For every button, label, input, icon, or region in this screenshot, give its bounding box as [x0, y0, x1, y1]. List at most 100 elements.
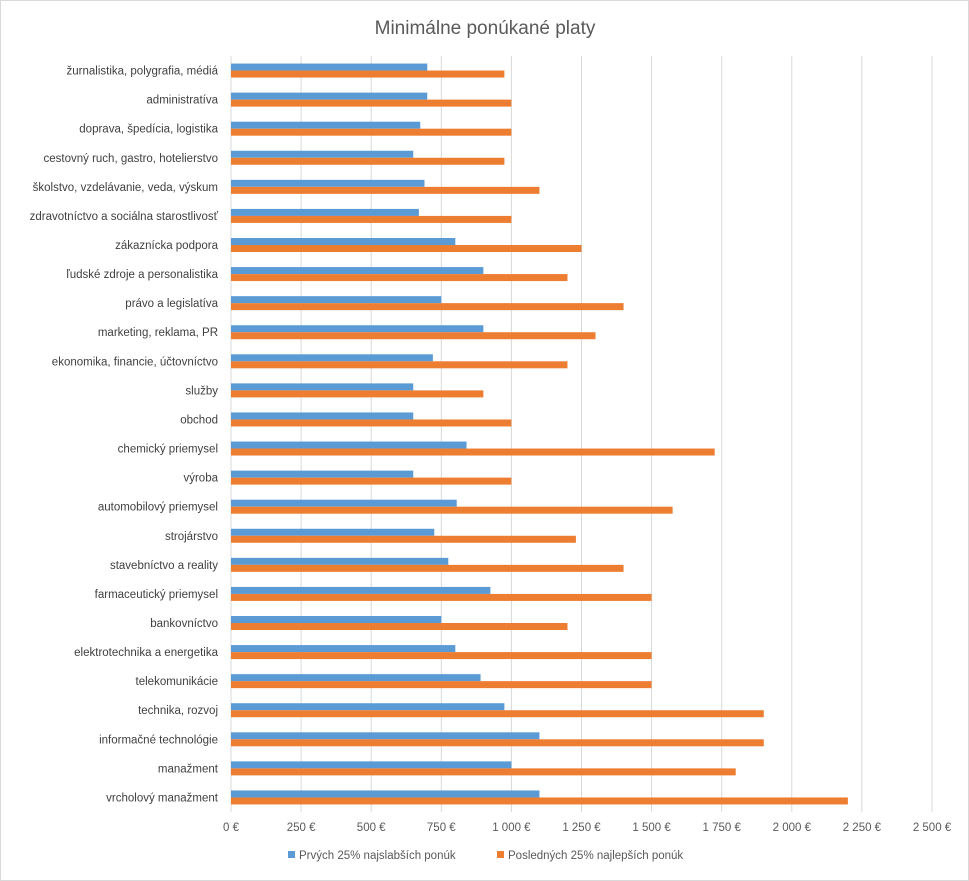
- bar-series-2: [231, 593, 652, 601]
- bar-series-1: [231, 441, 467, 449]
- bar-series-2: [231, 448, 715, 456]
- bars: [231, 63, 848, 805]
- x-tick-label: 1 000 €: [492, 822, 531, 834]
- bar-series-1: [231, 354, 433, 362]
- bar-series-1: [231, 92, 428, 100]
- bar-series-2: [231, 419, 512, 427]
- category-label: informačné technológie: [99, 734, 218, 746]
- x-tick-label: 2 500 €: [913, 822, 952, 834]
- bar-series-1: [231, 121, 421, 129]
- bar-series-1: [231, 179, 425, 187]
- category-label: bankovníctvo: [150, 618, 218, 630]
- bar-series-2: [231, 797, 848, 805]
- bar-series-1: [231, 616, 442, 623]
- legend-label: Prvých 25% najslabších ponúk: [299, 850, 456, 862]
- bar-series-2: [231, 186, 540, 194]
- bar-series-2: [231, 506, 673, 514]
- bar-series-1: [231, 761, 512, 769]
- category-label: elektrotechnika a energetika: [74, 647, 218, 659]
- category-label: školstvo, vzdelávanie, veda, výskum: [33, 182, 218, 194]
- bar-series-2: [231, 245, 582, 252]
- bar-series-1: [231, 790, 540, 798]
- bar-series-2: [231, 768, 736, 776]
- bar-series-1: [231, 208, 419, 216]
- bar-series-1: [231, 150, 414, 158]
- category-label: administratíva: [146, 95, 218, 107]
- bar-series-1: [231, 325, 484, 333]
- gridlines: [230, 56, 933, 812]
- category-label: obchod: [180, 414, 218, 426]
- x-tick-label: 2 250 €: [843, 822, 882, 834]
- category-label: telekomunikácie: [136, 676, 218, 688]
- bar-series-2: [231, 303, 624, 311]
- bar-series-2: [231, 274, 568, 282]
- x-tick-label: 750 €: [427, 822, 456, 834]
- category-label: strojárstvo: [165, 531, 218, 543]
- x-axis-tick-labels: 0 € 250 € 500 € 750 € 1 000 € 1 250 € 1 500 € 1…: [223, 822, 952, 834]
- bar-series-2: [231, 215, 512, 223]
- legend-swatch: [288, 851, 295, 858]
- category-label: marketing, reklama, PR: [98, 327, 218, 339]
- x-tick-label: 500 €: [357, 822, 386, 834]
- bar-series-1: [231, 703, 505, 711]
- bar-series-2: [231, 157, 505, 165]
- category-label: doprava, špedícia, logistika: [79, 124, 218, 136]
- bar-series-2: [231, 477, 512, 485]
- bar-series-2: [231, 681, 652, 689]
- x-tick-label: 250 €: [287, 822, 316, 834]
- x-tick-label: 1 500 €: [632, 822, 671, 834]
- x-tick-label: 2 000 €: [773, 822, 812, 834]
- x-tick-label: 0 €: [223, 822, 240, 834]
- category-label: chemický priemysel: [118, 444, 218, 456]
- category-label: žurnalistika, polygrafia, médiá: [67, 66, 219, 78]
- bar-series-1: [231, 383, 414, 391]
- bar-series-1: [231, 674, 481, 682]
- category-label: zákaznícka podpora: [115, 240, 219, 252]
- bar-series-1: [231, 499, 457, 507]
- bar-series-2: [231, 99, 512, 107]
- category-label: právo a legislatíva: [125, 298, 218, 310]
- bar-series-2: [231, 623, 568, 630]
- category-label: zdravotníctvo a sociálna starostlivosť: [30, 211, 219, 223]
- bar-series-2: [231, 361, 568, 369]
- bar-series-1: [231, 267, 484, 275]
- bar-series-2: [231, 535, 576, 543]
- bar-series-1: [231, 528, 435, 536]
- bar-series-1: [231, 296, 442, 304]
- bar-series-1: [231, 470, 414, 478]
- bar-series-2: [231, 332, 596, 340]
- category-label: automobilový priemysel: [98, 502, 218, 514]
- bar-series-2: [231, 739, 764, 747]
- legend-label: Posledných 25% najlepších ponúk: [508, 850, 683, 862]
- bar-series-2: [231, 564, 624, 572]
- x-tick-label: 1 750 €: [703, 822, 742, 834]
- bar-series-1: [231, 63, 428, 71]
- category-label: vrcholový manažment: [106, 792, 219, 804]
- category-label: služby: [185, 385, 218, 397]
- category-label: ľudské zdroje a personalistika: [66, 269, 218, 281]
- bar-series-2: [231, 70, 505, 78]
- category-label: výroba: [183, 473, 218, 485]
- category-label: cestovný ruch, gastro, hotelierstvo: [44, 153, 219, 165]
- category-label: manažment: [158, 763, 219, 775]
- bar-series-1: [231, 238, 456, 245]
- category-labels: žurnalistika, polygrafia, médiá administr…: [30, 66, 219, 805]
- bar-series-1: [231, 557, 449, 565]
- bar-series-2: [231, 128, 512, 136]
- legend-swatch: [497, 851, 504, 858]
- bar-series-1: [231, 645, 456, 653]
- bar-series-1: [231, 732, 540, 740]
- bar-series-1: [231, 412, 414, 420]
- chart-title: Minimálne ponúkané platy: [375, 18, 596, 39]
- bar-series-2: [231, 710, 764, 718]
- bar-series-2: [231, 652, 652, 660]
- x-tick-label: 1 250 €: [562, 822, 601, 834]
- bar-series-2: [231, 390, 484, 398]
- category-label: farmaceutický priemysel: [95, 589, 218, 601]
- bar-series-1: [231, 586, 491, 594]
- category-label: stavebníctvo a reality: [110, 560, 218, 572]
- category-label: ekonomika, financie, účtovníctvo: [52, 356, 218, 368]
- legend: Prvých 25% najslabších ponúk Posledných 2…: [288, 850, 683, 862]
